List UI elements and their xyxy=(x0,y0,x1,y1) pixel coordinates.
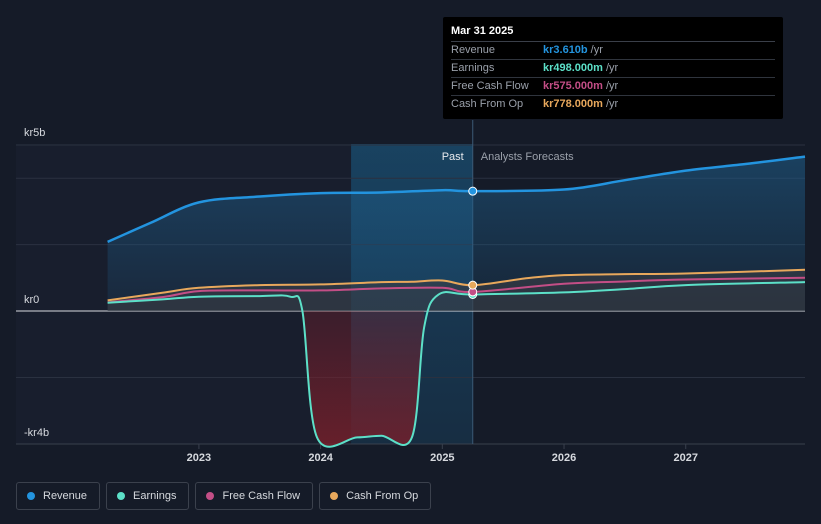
x-tick-label: 2027 xyxy=(673,452,697,464)
tooltip-row-free-cash-flow: Free Cash Flow kr575.000m /yr xyxy=(451,78,775,96)
tooltip-date: Mar 31 2025 xyxy=(451,24,775,42)
forecast-label: Analysts Forecasts xyxy=(481,151,574,163)
tooltip-row-revenue: Revenue kr3.610b /yr xyxy=(451,42,775,60)
legend-item-cash-from-op[interactable]: Cash From Op xyxy=(319,482,432,510)
tooltip-row-cash-from-op: Cash From Op kr778.000m /yr xyxy=(451,96,775,113)
tooltip-value: kr778.000m xyxy=(543,98,603,110)
tooltip-unit: /yr xyxy=(605,80,619,92)
x-tick-label: 2024 xyxy=(308,452,333,464)
legend-label: Free Cash Flow xyxy=(222,490,301,502)
tooltip-unit: /yr xyxy=(605,62,619,74)
legend-item-earnings[interactable]: Earnings xyxy=(106,482,190,510)
tooltip-label: Free Cash Flow xyxy=(451,80,529,92)
legend-dot-icon xyxy=(330,492,339,500)
earnings-line xyxy=(107,281,806,448)
x-tick-label: 2025 xyxy=(430,452,454,464)
tooltip-label: Cash From Op xyxy=(451,98,524,110)
free-cash-flow-line xyxy=(107,276,806,304)
y-tick-label: -kr4b xyxy=(24,427,49,439)
past-label: Past xyxy=(442,151,464,163)
tooltip-row-earnings: Earnings kr498.000m /yr xyxy=(451,60,775,78)
cash-from-op-line xyxy=(107,268,806,302)
tooltip-unit: /yr xyxy=(605,98,619,110)
earnings-negative-area xyxy=(302,311,425,447)
legend-item-revenue[interactable]: Revenue xyxy=(16,482,101,510)
legend-item-free-cash-flow[interactable]: Free Cash Flow xyxy=(195,482,314,510)
y-tick-label: kr0 xyxy=(24,294,39,306)
highlight-point-cash-from-op xyxy=(468,280,478,290)
tooltip: Mar 31 2025 Revenue kr3.610b /yr Earning… xyxy=(443,17,783,119)
legend-label: Revenue xyxy=(43,490,88,502)
tooltip-value: kr3.610b xyxy=(543,44,588,56)
x-tick-label: 2026 xyxy=(552,452,576,464)
legend-dot-icon xyxy=(206,492,215,500)
tooltip-unit: /yr xyxy=(590,44,603,56)
tooltip-label: Revenue xyxy=(451,44,496,56)
highlight-point-revenue xyxy=(468,186,478,196)
legend: Revenue Earnings Free Cash Flow Cash Fro… xyxy=(16,482,437,510)
legend-dot-icon xyxy=(27,492,35,500)
legend-label: Earnings xyxy=(133,490,177,502)
y-tick-label: kr5b xyxy=(24,127,45,139)
tooltip-value: kr575.000m xyxy=(543,80,603,92)
legend-label: Cash From Op xyxy=(346,490,419,502)
x-tick-label: 2023 xyxy=(187,452,211,464)
tooltip-label: Earnings xyxy=(451,62,495,74)
revenue-line xyxy=(107,155,806,244)
legend-dot-icon xyxy=(117,492,126,500)
tooltip-value: kr498.000m xyxy=(543,62,603,74)
